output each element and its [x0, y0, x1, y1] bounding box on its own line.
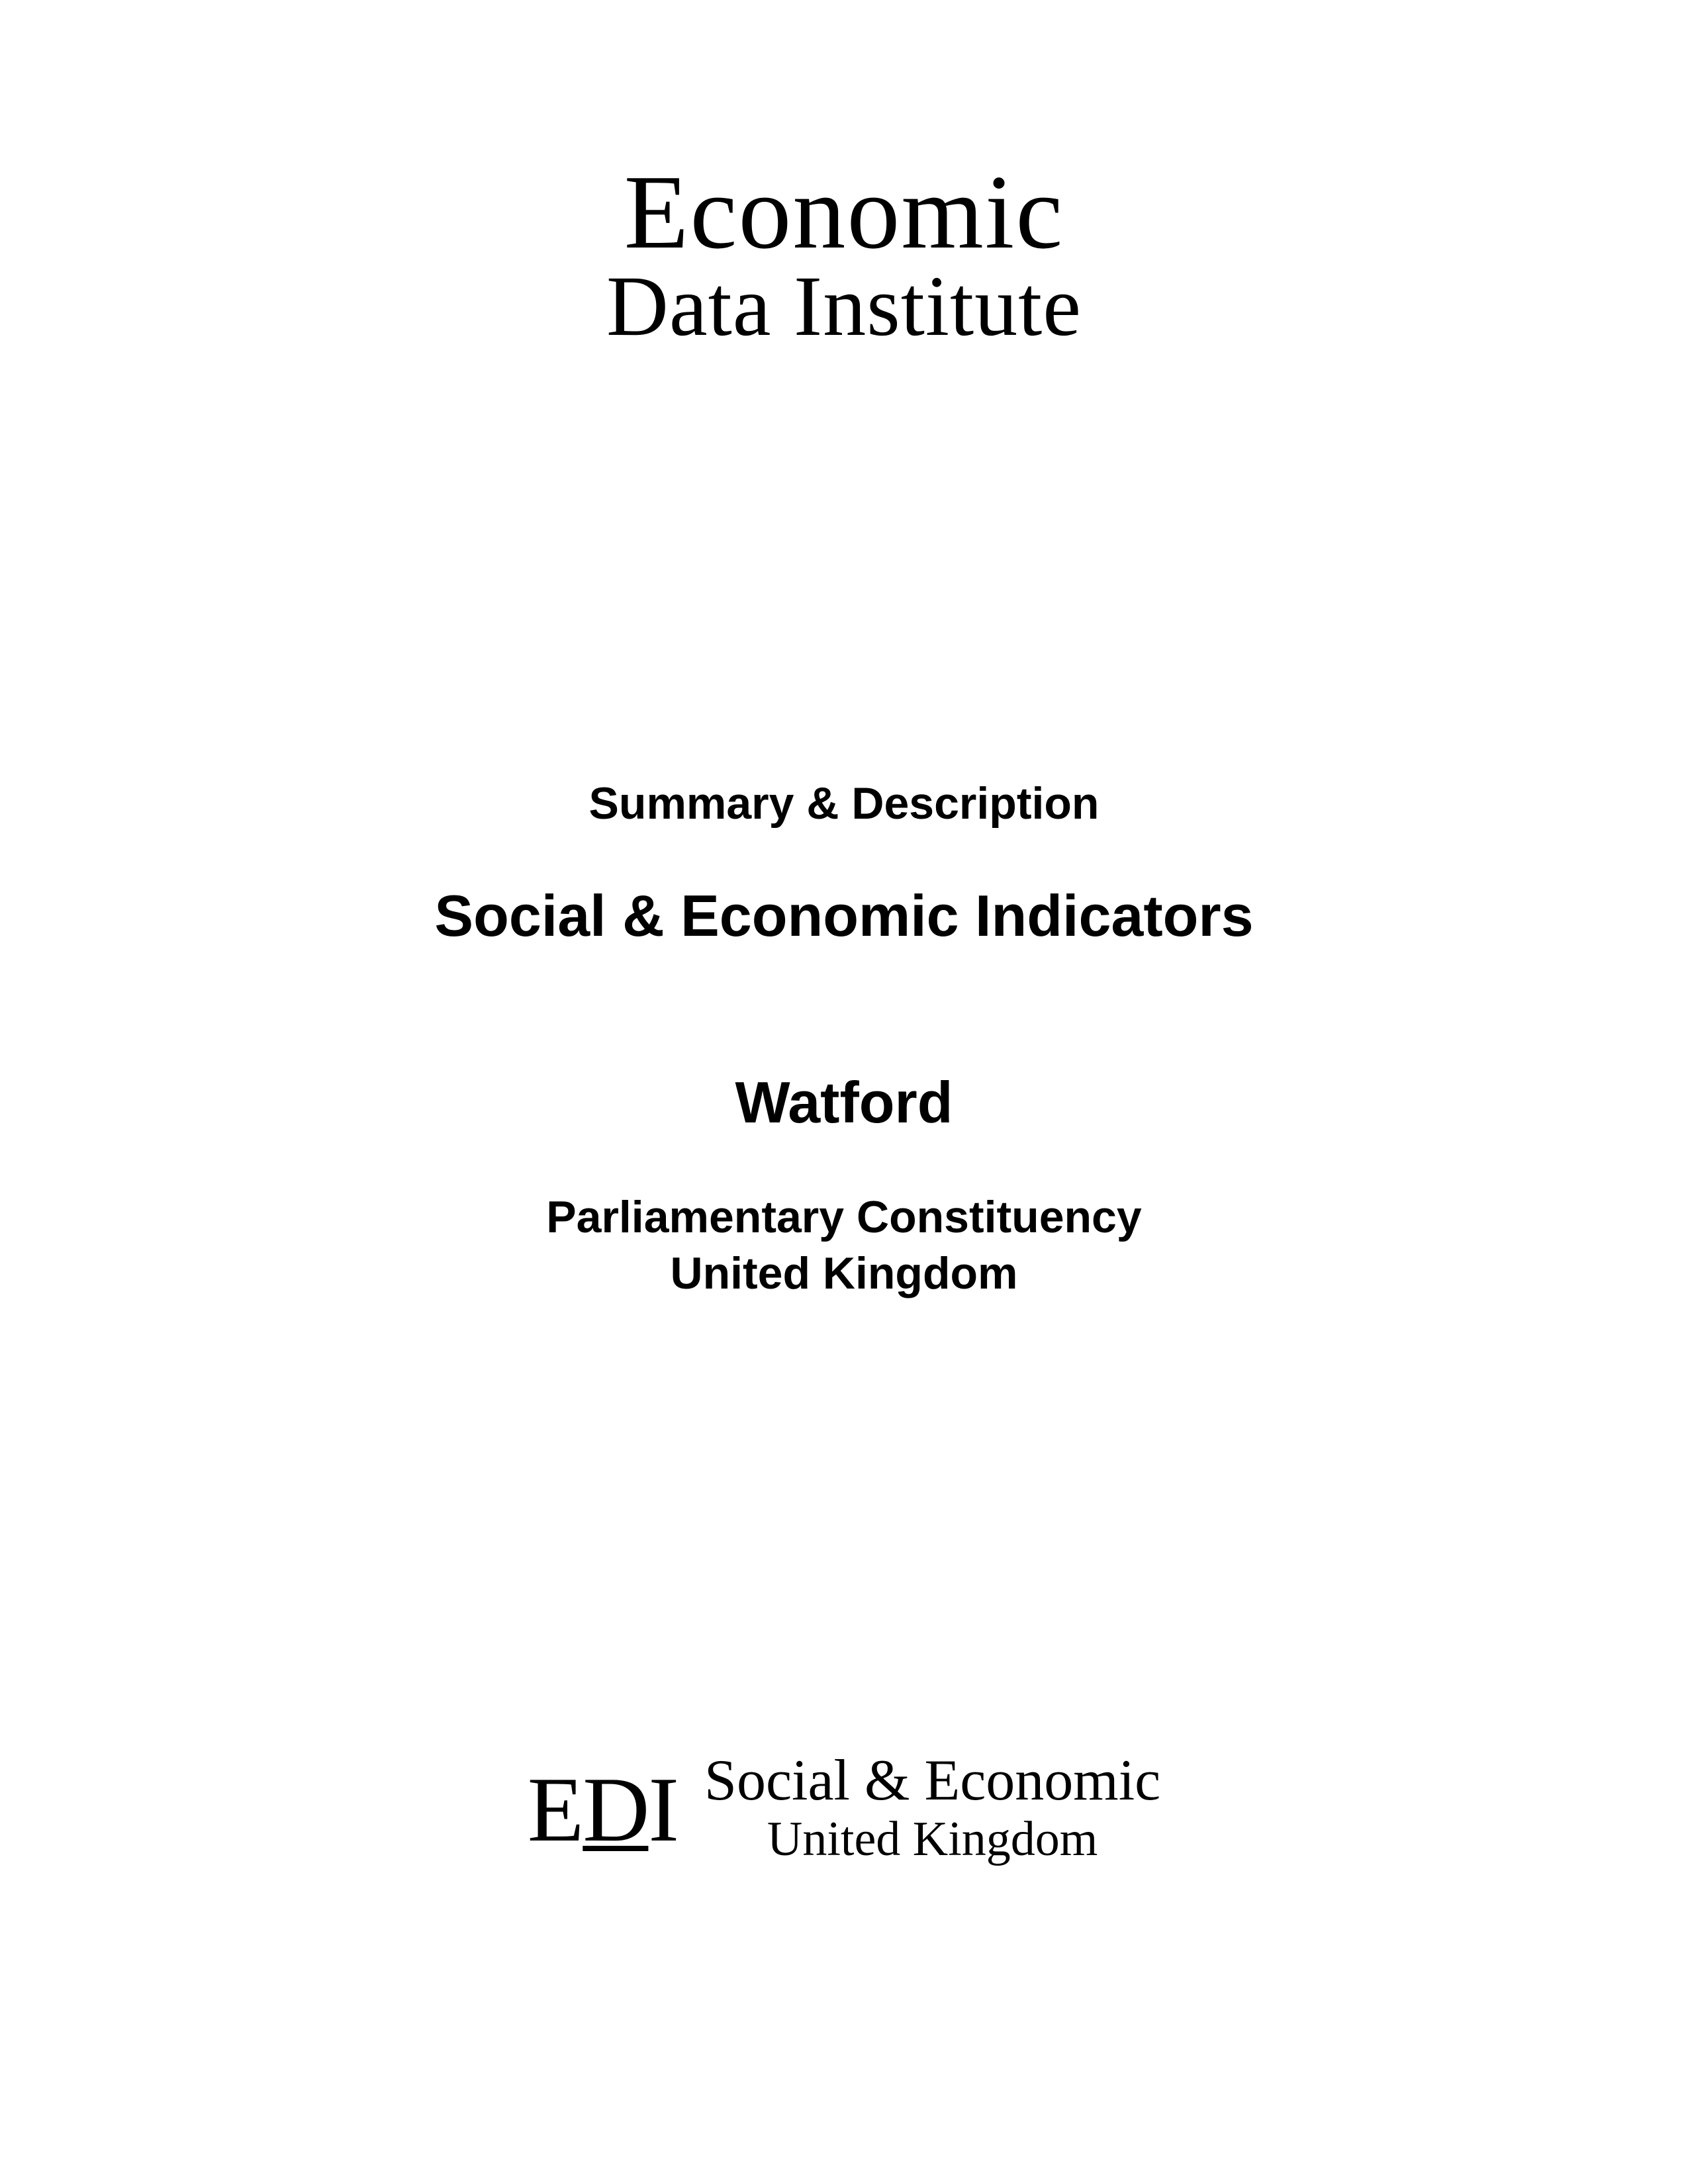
subtitle-country: United Kingdom — [434, 1246, 1253, 1302]
bottom-logo-line2: United Kingdom — [704, 1810, 1160, 1869]
top-logo: Economic Data Institute — [606, 159, 1082, 354]
edi-letter-e: E — [528, 1758, 583, 1861]
top-logo-line2: Data Institute — [606, 259, 1082, 354]
edi-letter-i: I — [648, 1758, 678, 1861]
edi-mark: EDI — [528, 1764, 678, 1856]
location-name: Watford — [434, 1069, 1253, 1136]
bottom-logo-text: Social & Economic United Kingdom — [704, 1752, 1160, 1869]
main-title: Social & Economic Indicators — [434, 882, 1253, 950]
title-block: Summary & Description Social & Economic … — [434, 778, 1253, 1302]
edi-letter-d: D — [583, 1758, 648, 1861]
summary-description-label: Summary & Description — [434, 778, 1253, 829]
top-logo-line1: Economic — [606, 159, 1082, 265]
document-page: Economic Data Institute Summary & Descri… — [0, 0, 1688, 2184]
subtitle-constituency: Parliamentary Constituency — [434, 1189, 1253, 1246]
bottom-logo: EDI Social & Economic United Kingdom — [528, 1752, 1160, 1869]
bottom-logo-line1: Social & Economic — [704, 1752, 1160, 1810]
